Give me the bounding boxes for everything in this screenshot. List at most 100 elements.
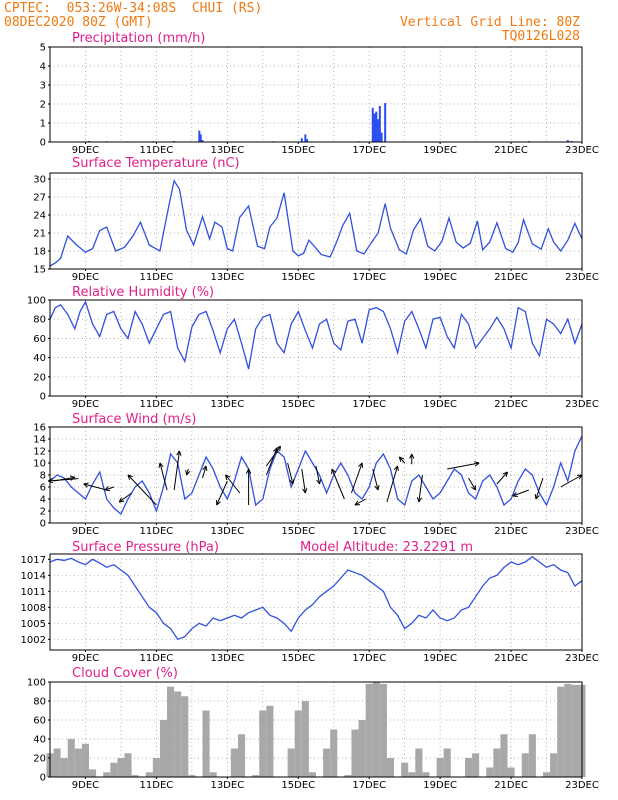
y-tick-label: 1014: [21, 571, 46, 582]
wind-vector-arrowhead: [178, 450, 182, 456]
wind-vector-arrowhead: [216, 501, 221, 506]
x-tick-label: 17DEC: [352, 526, 386, 537]
cloud-cover-bar: [365, 683, 373, 777]
wind-vector-arrowhead: [127, 474, 133, 478]
x-tick-label: 19DEC: [423, 272, 457, 283]
x-tick-label: 23DEC: [565, 526, 599, 537]
wind-vector-arrowhead: [354, 500, 359, 506]
x-tick-label: 21DEC: [494, 272, 528, 283]
x-tick-label: 15DEC: [281, 145, 315, 156]
wind-vector-arrowhead: [186, 470, 191, 476]
cloud-cover-bar: [344, 775, 352, 777]
x-tick-label: 17DEC: [352, 272, 386, 283]
wind-vector-arrow: [350, 462, 363, 494]
cloud-cover-bar: [81, 743, 90, 777]
wind-vector-arrowhead: [416, 497, 420, 503]
cloud-cover-bar: [89, 769, 97, 777]
cloud-cover-bar: [330, 729, 338, 777]
y-tick-label: 1011: [21, 587, 46, 598]
y-tick-label: 0: [40, 138, 46, 149]
wind-vector-arrowhead: [304, 488, 308, 494]
wind-vector-arrowhead: [474, 461, 480, 464]
x-tick-label: 19DEC: [423, 526, 457, 537]
cloud-cover-bar: [507, 767, 515, 777]
wind-vector-arrowhead: [185, 469, 188, 476]
precipitation-bar: [198, 130, 201, 142]
cloud-cover-bar: [152, 758, 160, 777]
wind-vector-arrow: [225, 474, 241, 494]
header-line1-left: CPTEC: 053:26W-34:08S CHUI (RS): [4, 1, 263, 16]
y-tick-label: 24: [33, 211, 46, 222]
wind-vector-arrow: [386, 465, 399, 503]
x-tick-label: 15DEC: [281, 653, 315, 664]
cloud-cover-bar: [308, 772, 316, 777]
wind-vector-arrowhead: [534, 493, 537, 500]
x-tick-label: 21DEC: [494, 526, 528, 537]
precipitation-bar: [378, 105, 381, 142]
x-tick-label: 9DEC: [72, 653, 99, 664]
x-tick-label: 23DEC: [565, 399, 599, 410]
precipitation-bar: [566, 140, 569, 142]
cloud-cover-bar: [287, 748, 295, 777]
temperature-title: Surface Temperature (nC): [72, 156, 240, 171]
y-tick-label: 0: [40, 773, 46, 784]
cloud-cover-bar: [351, 729, 359, 777]
cloud-cover-bar: [167, 686, 175, 777]
wind-vector-arrowhead: [279, 446, 282, 452]
y-tick-label: 2: [40, 100, 46, 111]
wind-vector-arrowhead: [127, 474, 131, 480]
wind-vector-arrowhead: [411, 453, 415, 459]
y-tick-label: 100: [27, 678, 46, 689]
panel-frame: [49, 299, 583, 397]
wind-vector-arrowhead: [319, 479, 322, 485]
precipitation-bar: [371, 107, 374, 142]
wind-vector-arrowhead: [331, 468, 337, 473]
x-tick-label: 15DEC: [281, 272, 315, 283]
wind-vector-arrowhead: [374, 485, 379, 491]
wind-vector-arrowhead: [83, 482, 89, 485]
x-tick-label: 13DEC: [210, 272, 244, 283]
pressure-subtitle: Model Altitude: 23.2291 m: [300, 540, 473, 555]
cloud-cover-bar: [174, 691, 182, 777]
y-tick-label: 1008: [21, 603, 46, 614]
wind-vector-arrowhead: [176, 450, 180, 456]
x-tick-label: 17DEC: [352, 780, 386, 791]
cloud-cover-bar: [372, 682, 380, 777]
y-tick-label: 20: [33, 372, 46, 383]
cloud-cover-bar: [301, 701, 309, 777]
y-tick-label: 1005: [21, 619, 46, 630]
wind-vector-arrow: [301, 468, 306, 494]
cloud-cover-bar: [443, 748, 451, 777]
wind-vector-arrowhead: [248, 468, 252, 474]
cloud-cover-bar: [124, 753, 132, 777]
y-tick-label: 5: [40, 43, 46, 54]
x-tick-label: 19DEC: [423, 780, 457, 791]
y-tick-label: 16: [33, 423, 46, 434]
cloud-cover-bar: [436, 758, 444, 777]
x-tick-label: 13DEC: [210, 653, 244, 664]
x-tick-label: 11DEC: [140, 653, 174, 664]
wind-vector-arrow: [104, 486, 115, 491]
wind-vector-arrowhead: [398, 456, 402, 462]
cloud-cover-bar: [401, 762, 409, 777]
wind-vector-arrow: [173, 450, 180, 491]
wind-vector-arrow: [372, 468, 379, 491]
x-tick-label: 17DEC: [352, 653, 386, 664]
y-tick-label: 12: [33, 447, 46, 458]
cloud-cover-bar: [209, 772, 217, 777]
cloud-cover-bar: [202, 710, 210, 777]
wind-vector-arrowhead: [418, 497, 423, 503]
wind-vector-arrow: [398, 456, 406, 464]
x-tick-label: 13DEC: [210, 145, 244, 156]
cloud-cover-bar: [74, 748, 82, 777]
cloud-cover-bar: [422, 772, 430, 777]
y-tick-label: 6: [40, 483, 46, 494]
humidity-title: Relative Humidity (%): [72, 285, 214, 300]
x-tick-label: 15DEC: [281, 780, 315, 791]
cloud-cover-bar: [521, 753, 529, 777]
wind-vector-arrow: [127, 474, 157, 506]
wind-vector-arrow: [265, 447, 278, 476]
wind-vector-arrow: [354, 498, 366, 506]
precipitation-title: Precipitation (mm/h): [72, 31, 205, 46]
x-tick-label: 21DEC: [494, 399, 528, 410]
